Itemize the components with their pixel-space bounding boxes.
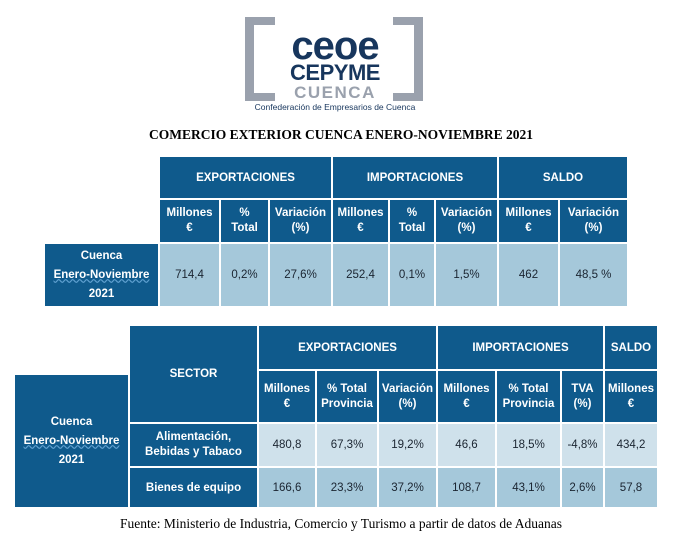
t2-col-exp-millones: Millones €	[258, 370, 316, 423]
t2-row1-exp-millones: 480,8	[258, 423, 316, 467]
t1-col-imp-millones: Millones €	[332, 199, 389, 243]
t1-cell-exp-millones: 714,4	[159, 243, 220, 307]
t2-row2-imp-total: 43,1%	[496, 467, 561, 508]
t2-row1-sector: Alimentación, Bebidas y Tabaco	[129, 423, 258, 467]
logo-cepyme-text: CEPYME	[290, 60, 380, 85]
t2-row2-sector: Bienes de equipo	[129, 467, 258, 508]
t2-row1-exp-total: 67,3%	[316, 423, 378, 467]
t1-row-label: Cuenca Enero-Noviembre 2021	[44, 243, 159, 307]
t2-row1-imp-total: 18,5%	[496, 423, 561, 467]
t2-row1-imp-millones: 46,6	[437, 423, 496, 467]
t2-col-exp-variacion: Variación (%)	[378, 370, 437, 423]
t1-header-exportaciones: EXPORTACIONES	[159, 156, 332, 199]
t1-col-exp-millones: Millones €	[159, 199, 220, 243]
t1-cell-saldo-variacion: 48,5 %	[559, 243, 628, 307]
t2-side-label-line1: Cuenca	[50, 415, 93, 428]
t1-row-label-line1: Cuenca	[80, 249, 123, 262]
t2-col-exp-total: % Total Provincia	[316, 370, 378, 423]
logo-frame: ceoe CEPYME CUENCA	[245, 17, 423, 102]
t1-col-imp-variacion: Variación (%)	[435, 199, 498, 243]
t2-col-imp-millones: Millones €	[437, 370, 496, 423]
t2-side-label-line3: 2021	[58, 453, 85, 466]
t2-side-label-line2: Enero-Noviembre	[23, 434, 120, 447]
t2-header-saldo: SALDO	[604, 325, 658, 370]
t2-row2-exp-millones: 166,6	[258, 467, 316, 508]
t2-header-sector: SECTOR	[129, 325, 258, 423]
t1-row-label-line2: Enero-Noviembre	[53, 268, 150, 281]
t2-col-saldo-millones: Millones €	[604, 370, 658, 423]
t1-col-saldo-variacion: Variación (%)	[559, 199, 628, 243]
t1-header-importaciones: IMPORTACIONES	[332, 156, 498, 199]
t2-row1-imp-tva: -4,8%	[561, 423, 604, 467]
ceoe-cepyme-logo: ceoe CEPYME CUENCA Confederación de Empr…	[245, 17, 425, 112]
t2-col-imp-tva: TVA (%)	[561, 370, 604, 423]
t2-row1-saldo-millones: 434,2	[604, 423, 658, 467]
t2-col-imp-total: % Total Provincia	[496, 370, 561, 423]
t1-col-saldo-millones: Millones €	[498, 199, 559, 243]
t2-row2-exp-variacion: 37,2%	[378, 467, 437, 508]
t1-cell-imp-variacion: 1,5%	[435, 243, 498, 307]
t1-cell-imp-millones: 252,4	[332, 243, 389, 307]
t2-row2-imp-millones: 108,7	[437, 467, 496, 508]
t2-row2-exp-total: 23,3%	[316, 467, 378, 508]
logo-tagline: Confederación de Empresarios de Cuenca	[254, 102, 416, 112]
report-title: COMERCIO EXTERIOR CUENCA ENERO-NOVIEMBRE…	[148, 127, 534, 142]
source-footnote: Fuente: Ministerio de Industria, Comerci…	[119, 516, 563, 531]
t2-side-label: Cuenca Enero-Noviembre 2021	[14, 374, 129, 508]
t1-cell-imp-total: 0,1%	[389, 243, 435, 307]
t2-header-exportaciones: EXPORTACIONES	[258, 325, 437, 370]
t1-row-label-line3: 2021	[88, 287, 115, 300]
t1-header-saldo: SALDO	[498, 156, 628, 199]
t1-col-exp-total: % Total	[220, 199, 269, 243]
logo-ceoe-text: ceoe	[291, 24, 379, 68]
t1-cell-exp-variacion: 27,6%	[269, 243, 332, 307]
t1-cell-exp-total: 0,2%	[220, 243, 269, 307]
logo-cuenca-text: CUENCA	[294, 83, 376, 102]
t1-col-imp-total: % Total	[389, 199, 435, 243]
t2-header-importaciones: IMPORTACIONES	[437, 325, 604, 370]
t2-row2-saldo-millones: 57,8	[604, 467, 658, 508]
t1-cell-saldo-millones: 462	[498, 243, 559, 307]
t2-row2-imp-tva: 2,6%	[561, 467, 604, 508]
t2-row1-exp-variacion: 19,2%	[378, 423, 437, 467]
t1-col-exp-variacion: Variación (%)	[269, 199, 332, 243]
